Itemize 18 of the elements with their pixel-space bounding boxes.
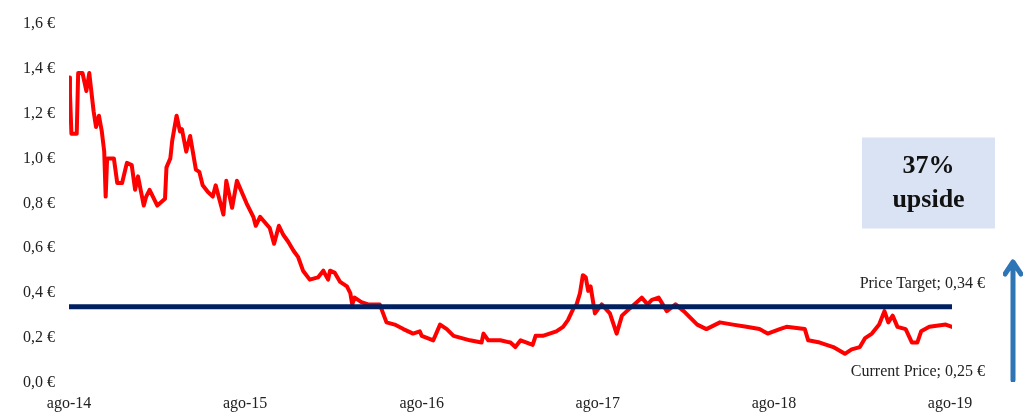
x-tick-label: ago-15 — [222, 393, 268, 412]
y-tick-label: 1,6 € — [23, 13, 55, 31]
x-tick-label: ago-19 — [927, 393, 973, 412]
annotation: 37% upside — [892, 150, 965, 214]
y-tick-label: 0,0 € — [23, 373, 55, 391]
x-tick-label: ago-16 — [399, 393, 444, 412]
y-tick-label: 0,8 € — [23, 193, 55, 211]
annotation: Current Price; 0,25 € — [850, 362, 985, 380]
y-tick-label: 1,4 € — [23, 58, 55, 76]
x-tick-label: ago-17 — [575, 393, 621, 412]
ref-line-label: Price Target; 0,34 € — [859, 273, 985, 292]
y-tick-label: 0,6 € — [23, 238, 55, 256]
y-tick-label: 0,2 € — [23, 328, 55, 346]
x-tick-label: ago-18 — [751, 393, 797, 412]
y-tick-label: 0,4 € — [23, 283, 55, 301]
y-tick-label: 1,2 € — [23, 103, 55, 121]
x-tick-label: ago-14 — [46, 393, 92, 412]
y-tick-label: 1,0 € — [23, 148, 55, 166]
